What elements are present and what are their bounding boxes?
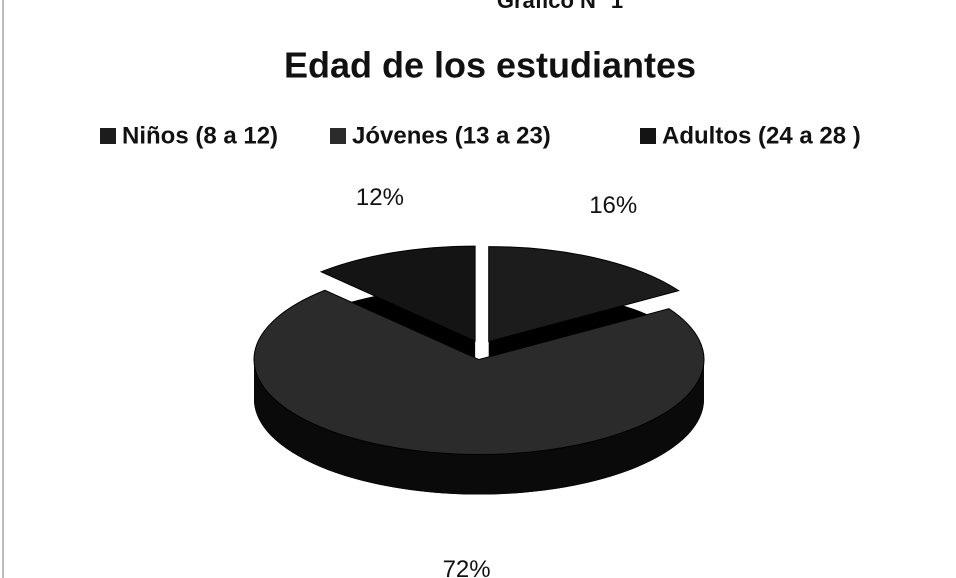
data-label: 16% <box>589 192 637 219</box>
slice <box>253 289 705 456</box>
legend-label: Adultos (24 a 28 ) <box>662 122 861 149</box>
legend-swatch <box>100 128 116 144</box>
legend-label: Jóvenes (13 a 23) <box>352 122 551 149</box>
legend-swatch <box>640 128 656 144</box>
data-label: 12% <box>356 184 404 211</box>
slice <box>319 245 476 342</box>
slice <box>488 246 680 343</box>
legend-swatch <box>330 128 346 144</box>
slice-side <box>253 359 704 495</box>
data-label: 72% <box>443 556 491 578</box>
legend-label: Niños (8 a 12) <box>122 122 278 149</box>
chart-subtitle: Gráfico N° 1 <box>497 0 623 13</box>
chart-title: Edad de los estudiantes <box>284 45 696 86</box>
